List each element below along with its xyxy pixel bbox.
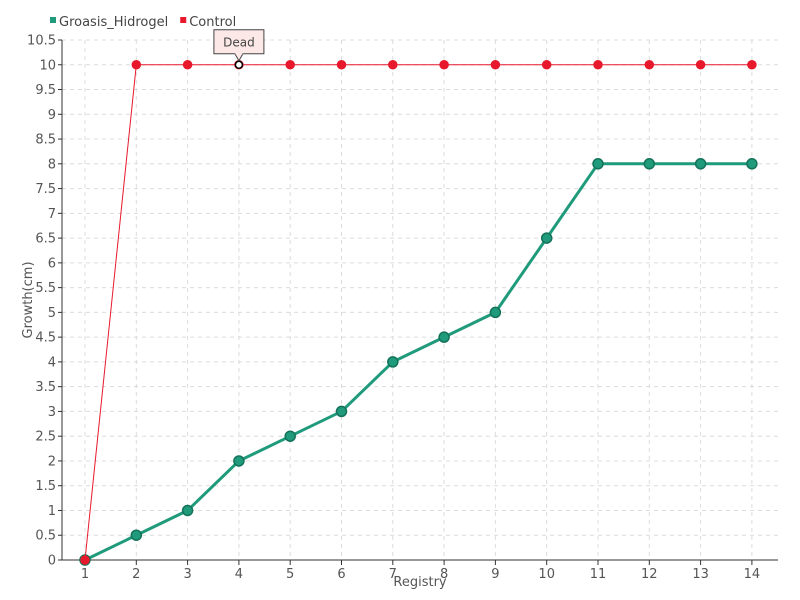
y-tick-label: 1.5 (35, 479, 56, 494)
y-tick-label: 5 (48, 306, 56, 321)
data-point (80, 555, 90, 565)
data-point (644, 60, 655, 70)
legend-item: Control (180, 15, 236, 30)
legend: Groasis_Hidrogel Control (50, 15, 236, 30)
y-tick-label: 3.5 (35, 380, 56, 395)
legend-item: Groasis_Hidrogel (50, 15, 168, 30)
data-point (592, 158, 604, 170)
data-point (182, 60, 193, 70)
legend-swatch (50, 17, 56, 23)
data-point (284, 430, 296, 442)
y-tick-label: 4.5 (35, 331, 56, 346)
data-point (335, 405, 348, 418)
data-point (233, 455, 245, 467)
y-tick-label: 1 (48, 504, 56, 519)
y-tick-label: 4 (48, 355, 56, 370)
x-tick-label: 12 (641, 567, 658, 582)
series-line (84, 162, 752, 562)
legend-swatch (180, 17, 187, 23)
tooltip-dead: Dead (213, 29, 265, 70)
grid (62, 39, 778, 560)
x-tick-label: 6 (337, 567, 345, 582)
y-tick-label: 6.5 (35, 232, 56, 247)
data-point (438, 331, 450, 343)
y-tick-label: 9.5 (35, 83, 56, 98)
series-line (84, 64, 752, 561)
data-point (285, 60, 295, 70)
x-tick-label: 5 (286, 567, 294, 582)
x-tick-label: 13 (692, 567, 709, 582)
data-point (593, 60, 603, 70)
x-axis-title: Registry (393, 575, 447, 590)
data-point (388, 60, 398, 70)
y-tick-label: 6 (48, 256, 56, 271)
x-tick-label: 1 (81, 567, 89, 582)
tooltip-box (213, 29, 265, 55)
data-point (490, 60, 501, 70)
y-tick-label: 2.5 (35, 430, 56, 445)
data-point (336, 60, 347, 70)
data-point (130, 529, 143, 541)
tooltip-pointer (234, 53, 244, 62)
x-tick-label: 11 (590, 567, 607, 582)
y-axis-title: Growth(cm) (21, 261, 36, 338)
x-tick-label: 10 (538, 567, 555, 582)
x-tick-label: 7 (389, 567, 397, 582)
data-point (489, 306, 502, 319)
y-tick-label: 8.5 (35, 133, 56, 148)
y-tick-label: 5.5 (35, 281, 56, 296)
y-tick-label: 7 (48, 207, 56, 222)
data-point (541, 60, 552, 70)
data-point (643, 158, 656, 170)
data-point (747, 60, 757, 70)
axes: 0 0.5 1 1.5 2 2.5 3 3.5 4 4.5 5 5.5 6 6.5 7 7.5 8 8.5 9 9.5… (21, 34, 778, 590)
y-tick-label: 7.5 (35, 182, 56, 197)
data-point (387, 356, 399, 368)
y-tick-label: 3 (48, 405, 56, 420)
data-point (695, 60, 706, 70)
legend-label: Control (189, 15, 236, 30)
y-tick-label: 0 (48, 554, 56, 569)
y-tick-label: 8 (48, 157, 56, 172)
tooltip-label: Dead (223, 35, 255, 49)
data-point (439, 60, 449, 70)
x-tick-label: 14 (744, 567, 761, 582)
data-point (694, 158, 707, 170)
annotation-layer: Dead (213, 29, 265, 70)
data-point (181, 504, 194, 517)
x-tick-label: 8 (440, 567, 448, 582)
x-tick-label: 4 (235, 567, 243, 582)
x-tick-label: 2 (132, 567, 140, 582)
y-tick-label: 10 (39, 58, 56, 73)
y-tick-label: 10.5 (27, 34, 56, 49)
y-tick-label: 0.5 (35, 529, 56, 544)
data-point (540, 232, 553, 244)
highlighted-point (234, 60, 244, 70)
data-point (131, 60, 142, 70)
y-tick-label: 2 (48, 454, 56, 469)
y-tick-label: 9 (48, 108, 56, 123)
x-tick-label: 9 (491, 567, 499, 582)
x-tick-label: 3 (183, 567, 191, 582)
data-point (746, 158, 758, 170)
legend-label: Groasis_Hidrogel (59, 15, 168, 30)
